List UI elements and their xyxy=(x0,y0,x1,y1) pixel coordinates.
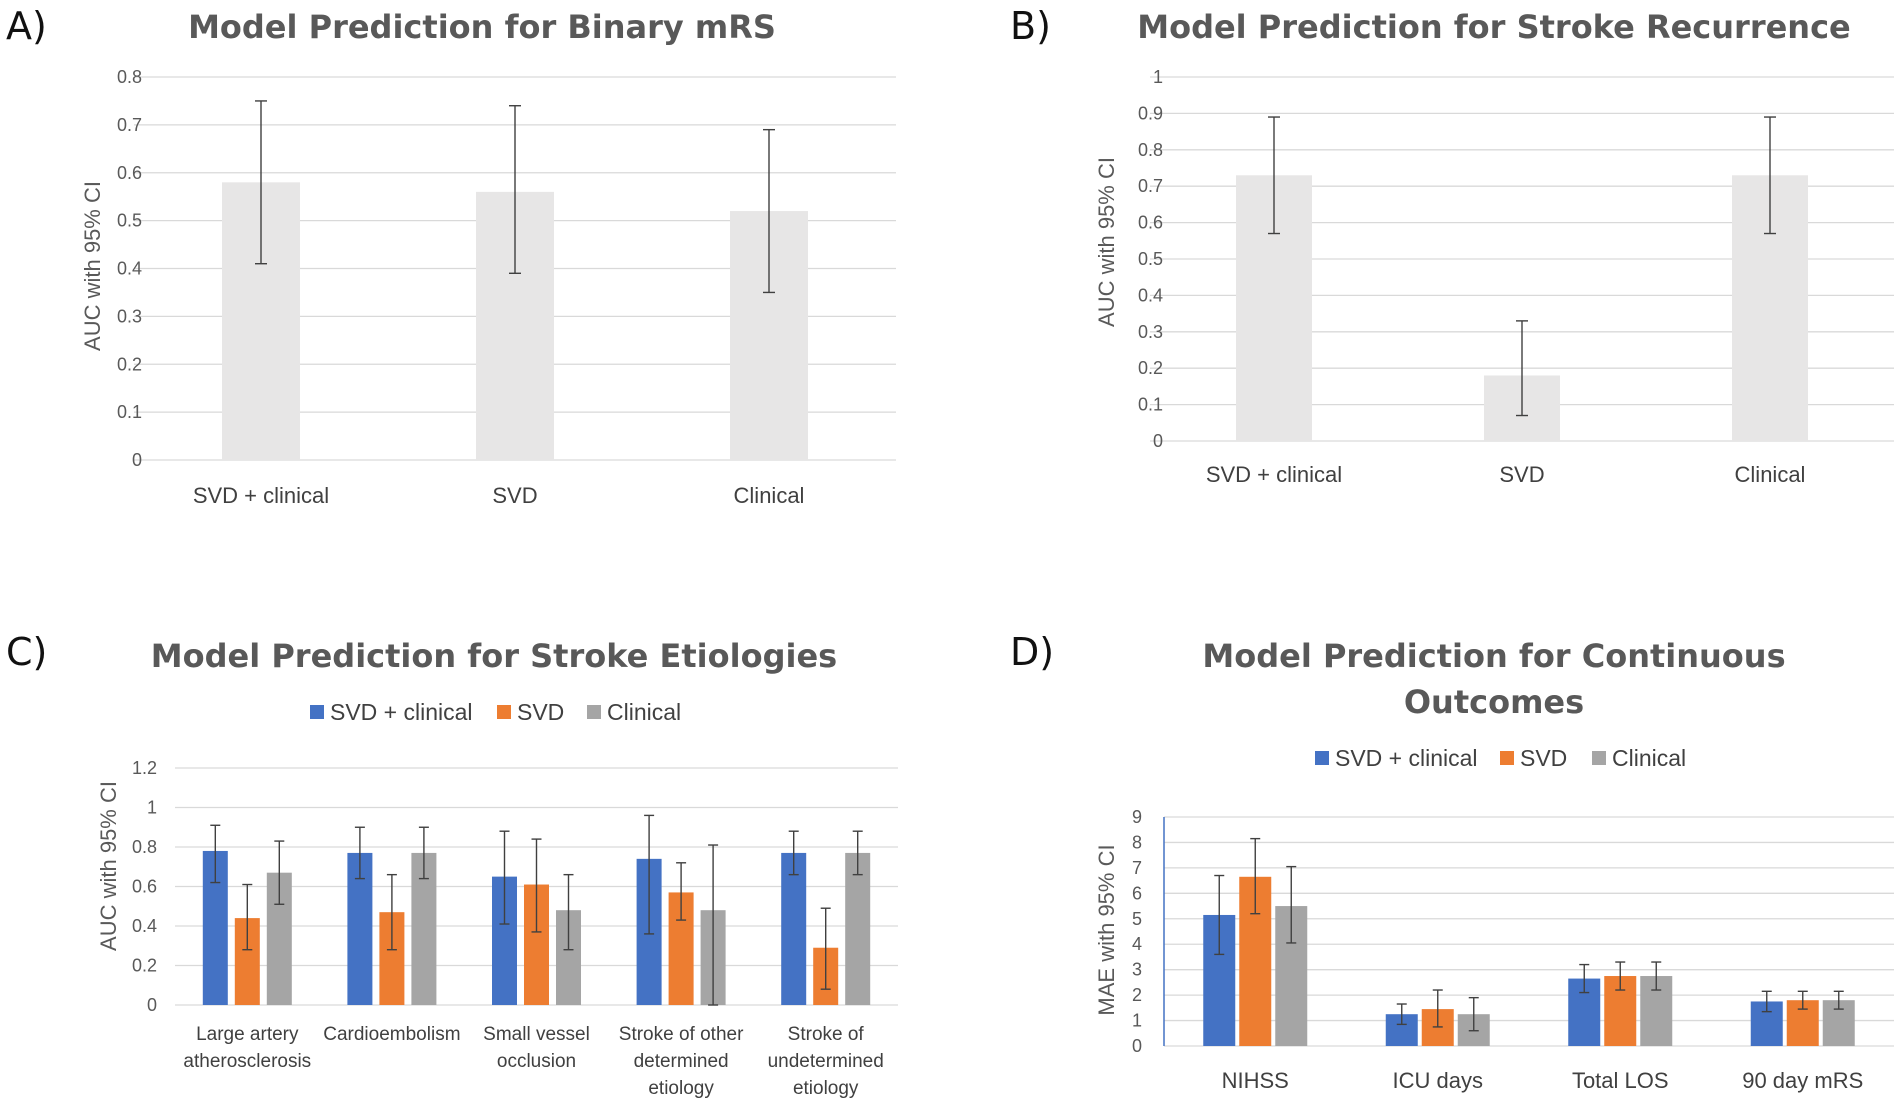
panel-b-y-tick-label: 0.5 xyxy=(1138,249,1163,269)
panel-b-x-category-label: Clinical xyxy=(1735,462,1806,487)
panel-c-legend-swatch-svd-clinical xyxy=(310,705,324,719)
panel-c-y-tick-label: 0.8 xyxy=(132,837,157,857)
panel-d-legend-label-svd-clinical: SVD + clinical xyxy=(1335,745,1478,771)
panel-d-legend-label-clinical: Clinical xyxy=(1612,745,1686,771)
panel-c-label: C) xyxy=(6,630,47,674)
panel-b-stroke-recurrence: B) Model Prediction for Stroke Recurrenc… xyxy=(1010,4,1894,487)
panel-d-legend-swatch-clinical xyxy=(1592,751,1606,765)
panel-d-legend-label-svd: SVD xyxy=(1520,745,1567,771)
panel-c-bar-clinical-4 xyxy=(845,852,871,1005)
panel-d-y-tick-label: 2 xyxy=(1132,985,1142,1005)
panel-c-y-tick-label: 1.2 xyxy=(132,758,157,778)
panel-d-legend: SVD + clinical SVD Clinical xyxy=(1315,745,1686,771)
panel-c-x-category-label: determined xyxy=(634,1051,729,1072)
panel-a-y-tick-label: 0 xyxy=(132,450,142,470)
panel-c-legend-label-svd: SVD xyxy=(517,699,564,725)
panel-d-y-axis-title: MAE with 95% CI xyxy=(1094,844,1119,1015)
panel-d-title-line-1: Model Prediction for Continuous xyxy=(1202,637,1785,675)
panel-a-x-category-label: SVD xyxy=(492,483,537,508)
panel-c-x-category-label: Cardioembolism xyxy=(323,1024,460,1045)
panel-a-plot: 0 0.1 0.2 0.3 0.4 0.5 0.6 0.7 0.8 SVD + clinical S… xyxy=(117,67,896,508)
panel-a-y-tick-label: 0.1 xyxy=(117,402,142,422)
panel-a-y-tick-label: 0.5 xyxy=(117,211,142,231)
panel-a-x-category-label: Clinical xyxy=(734,483,805,508)
panel-d-legend-swatch-svd-clinical xyxy=(1315,751,1329,765)
panel-c-legend-label-svd-clinical: SVD + clinical xyxy=(330,699,473,725)
panel-c-y-tick-label: 1 xyxy=(147,798,157,818)
panel-a-y-tick-label: 0.2 xyxy=(117,354,142,374)
panel-b-y-axis-title: AUC with 95% CI xyxy=(1094,157,1119,327)
panel-c-x-category-label: atherosclerosis xyxy=(183,1051,311,1072)
panel-a-y-tick-label: 0.6 xyxy=(117,163,142,183)
panel-a-y-tick-label: 0.4 xyxy=(117,259,142,279)
panel-c-title: Model Prediction for Stroke Etiologies xyxy=(151,637,837,675)
panel-b-y-tick-label: 0.1 xyxy=(1138,395,1163,415)
panel-d-y-tick-label: 5 xyxy=(1132,909,1142,929)
panel-d-x-category-label: ICU days xyxy=(1393,1068,1483,1093)
panel-a-y-tick-label: 0.8 xyxy=(117,67,142,87)
panel-b-x-category-label: SVD xyxy=(1499,462,1544,487)
panel-d-y-tick-label: 9 xyxy=(1132,807,1142,827)
panel-b-label: B) xyxy=(1010,4,1051,48)
panel-d-title-line-2: Outcomes xyxy=(1404,683,1584,721)
panel-d-y-tick-label: 4 xyxy=(1132,934,1142,954)
panel-d-legend-swatch-svd xyxy=(1500,751,1514,765)
panel-d-x-category-label: Total LOS xyxy=(1572,1068,1669,1093)
panel-c-legend-label-clinical: Clinical xyxy=(607,699,681,725)
panel-c-bar-svd-clinical-4 xyxy=(781,852,807,1005)
panel-b-y-tick-label: 0.8 xyxy=(1138,140,1163,160)
panel-a-x-category-label: SVD + clinical xyxy=(193,483,329,508)
panel-c-stroke-etiologies: C) Model Prediction for Stroke Etiologie… xyxy=(6,630,898,1098)
panel-c-x-category-label: occlusion xyxy=(497,1051,576,1072)
panel-c-legend-swatch-svd xyxy=(497,705,511,719)
panel-d-label: D) xyxy=(1010,630,1054,674)
panel-b-y-tick-label: 0.7 xyxy=(1138,176,1163,196)
panel-c-x-category-label: undetermined xyxy=(768,1051,884,1072)
panel-a-y-axis-title: AUC with 95% CI xyxy=(80,181,105,351)
panel-d-continuous-outcomes: D) Model Prediction for Continuous Outco… xyxy=(1010,630,1894,1093)
panel-c-x-category-label: etiology xyxy=(648,1078,714,1098)
panel-b-y-tick-label: 0.4 xyxy=(1138,285,1163,305)
panel-d-plot: 0 1 2 3 4 5 6 7 8 9 NIHSS ICU days Total LOS 90 day m… xyxy=(1132,807,1894,1093)
panel-a-y-tick-label: 0.7 xyxy=(117,115,142,135)
panel-d-y-tick-label: 7 xyxy=(1132,858,1142,878)
panel-a-title: Model Prediction for Binary mRS xyxy=(188,8,776,46)
panel-d-y-tick-label: 1 xyxy=(1132,1011,1142,1031)
panel-c-plot: 0 0.2 0.4 0.6 0.8 1 1.2 Large artery atheroscler… xyxy=(132,758,898,1098)
panel-b-plot: 0 0.1 0.2 0.3 0.4 0.5 0.6 0.7 0.8 0.9 1 SVD + clini… xyxy=(1138,67,1894,487)
panel-b-y-tick-label: 0.2 xyxy=(1138,358,1163,378)
panel-c-y-axis-title: AUC with 95% CI xyxy=(96,781,121,951)
panel-d-y-tick-label: 6 xyxy=(1132,883,1142,903)
panel-b-y-tick-label: 0 xyxy=(1153,431,1163,451)
panel-b-x-category-label: SVD + clinical xyxy=(1206,462,1342,487)
panel-a-label: A) xyxy=(6,4,47,48)
panel-a-y-tick-label: 0.3 xyxy=(117,306,142,326)
panel-d-y-tick-label: 0 xyxy=(1132,1036,1142,1056)
panel-b-y-tick-label: 0.3 xyxy=(1138,322,1163,342)
panel-c-x-category-label: Stroke of xyxy=(788,1024,865,1045)
panel-b-y-tick-label: 0.6 xyxy=(1138,213,1163,233)
panel-c-legend-swatch-clinical xyxy=(587,705,601,719)
panel-c-y-tick-label: 0.4 xyxy=(132,916,157,936)
panel-b-y-tick-label: 0.9 xyxy=(1138,103,1163,123)
panel-c-x-category-label: Large artery xyxy=(196,1024,299,1045)
panel-d-x-category-label: 90 day mRS xyxy=(1742,1068,1863,1093)
panel-c-legend: SVD + clinical SVD Clinical xyxy=(310,699,681,725)
panel-c-y-tick-label: 0 xyxy=(147,995,157,1015)
panel-d-y-tick-label: 3 xyxy=(1132,960,1142,980)
panel-c-x-category-label: Stroke of other xyxy=(619,1024,744,1045)
panel-c-x-category-label: Small vessel xyxy=(483,1024,590,1045)
panel-c-x-category-label: etiology xyxy=(793,1078,859,1098)
panel-d-x-category-label: NIHSS xyxy=(1222,1068,1289,1093)
panel-d-y-tick-label: 8 xyxy=(1132,832,1142,852)
panel-b-title: Model Prediction for Stroke Recurrence xyxy=(1137,8,1851,46)
panel-b-y-tick-label: 1 xyxy=(1153,67,1163,87)
panel-a-binary-mrs: A) Model Prediction for Binary mRS AUC w… xyxy=(6,4,896,508)
panel-c-y-tick-label: 0.6 xyxy=(132,877,157,897)
panel-c-y-tick-label: 0.2 xyxy=(132,956,157,976)
